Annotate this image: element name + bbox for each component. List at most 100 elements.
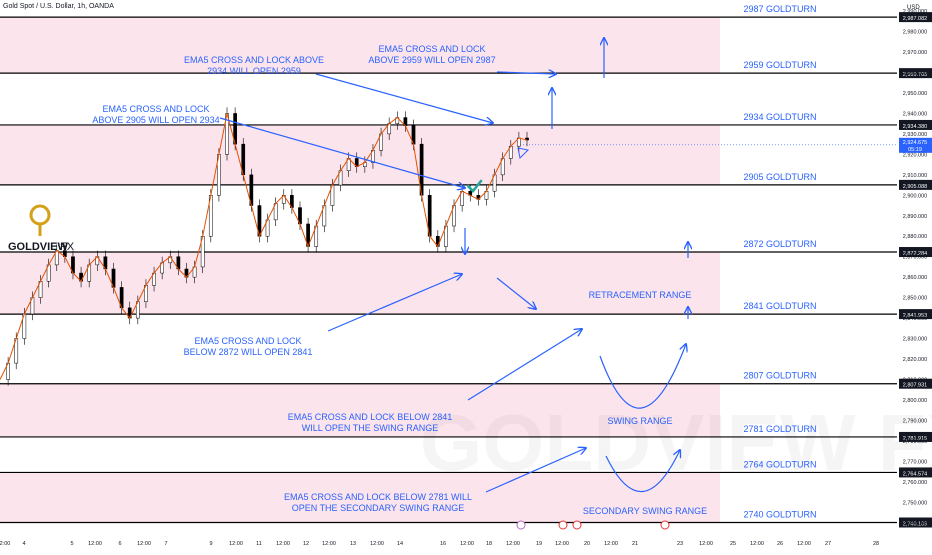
price-axis-label: 2,790.000 bbox=[903, 418, 927, 424]
level-label-3: 2905 GOLDTURN bbox=[743, 172, 816, 182]
price-axis-label: 2,890.000 bbox=[903, 214, 927, 220]
time-axis-label: 19 bbox=[536, 541, 542, 547]
zone-band-0 bbox=[0, 17, 720, 74]
price-tag-3: 2,905.088 bbox=[903, 184, 927, 190]
time-axis-label: 4 bbox=[22, 541, 25, 547]
price-tag-1: 2,959.705 bbox=[903, 72, 927, 78]
arrow-a5 bbox=[467, 329, 582, 401]
arrow-a3 bbox=[219, 117, 465, 188]
arrow-a2 bbox=[315, 73, 493, 123]
arrow-a4 bbox=[327, 274, 462, 332]
time-axis-label: 12:00 bbox=[460, 541, 474, 547]
event-marker-1 bbox=[558, 520, 568, 530]
time-axis-label: 12 bbox=[303, 541, 309, 547]
ema-series-line bbox=[0, 113, 528, 380]
annotation-a5: WILL OPEN THE SWING RANGE bbox=[302, 423, 439, 433]
secondary-swing-curve bbox=[605, 450, 680, 493]
time-axis-label: 9 bbox=[209, 541, 212, 547]
zone-band-1 bbox=[0, 124, 720, 185]
annotation-a6: OPEN THE SECONDARY SWING RANGE bbox=[292, 503, 465, 513]
time-axis-label: 21 bbox=[632, 541, 638, 547]
time-axis-label: 12:00 bbox=[322, 541, 336, 547]
annotation-a2: 2934 WILL OPEN 2959 bbox=[207, 66, 301, 76]
time-axis-label: 12:00 bbox=[555, 541, 569, 547]
currency-label: USD bbox=[907, 5, 920, 11]
annotation-r2: SWING RANGE bbox=[607, 416, 672, 426]
price-axis-label: 2,920.000 bbox=[903, 152, 927, 158]
watermark-text: GOLDVIEW FX bbox=[420, 398, 932, 487]
price-axis-label: 2,930.000 bbox=[903, 132, 927, 138]
arrow-a6 bbox=[485, 448, 586, 493]
price-tag-9: 2,740.109 bbox=[903, 521, 927, 527]
current-price-bg bbox=[899, 137, 932, 153]
price-axis-label: 2,880.000 bbox=[903, 234, 927, 240]
time-axis-label: 27 bbox=[825, 541, 831, 547]
time-axis-label: 5 bbox=[70, 541, 73, 547]
price-axis-label: 2,850.000 bbox=[903, 296, 927, 302]
event-marker-2 bbox=[572, 520, 582, 530]
price-axis-label: 2,960.000 bbox=[903, 71, 927, 77]
price-tag-bg-8 bbox=[899, 467, 932, 478]
price-axis-label: 2,840.000 bbox=[903, 316, 927, 322]
price-axis-label: 2,810.000 bbox=[903, 377, 927, 383]
goldview-logo-icon bbox=[29, 204, 51, 226]
arrow-a1 bbox=[496, 72, 556, 74]
price-axis-label: 2,950.000 bbox=[903, 91, 927, 97]
price-tag-bg-7 bbox=[899, 431, 932, 442]
time-axis-label: 12:00 bbox=[506, 541, 520, 547]
price-axis-label: 2,760.000 bbox=[903, 480, 927, 486]
price-tag-5: 2,841.953 bbox=[903, 313, 927, 319]
time-axis-label: 12:00 bbox=[797, 541, 811, 547]
zone-band-3 bbox=[0, 383, 720, 437]
checkmark-icon bbox=[466, 179, 483, 193]
price-axis-label: 2,830.000 bbox=[903, 337, 927, 343]
time-axis-label: 12:00 bbox=[699, 541, 713, 547]
price-tag-2: 2,934.380 bbox=[903, 124, 927, 130]
price-tag-bg-1 bbox=[899, 68, 932, 79]
price-axis-label: 2,800.000 bbox=[903, 398, 927, 404]
annotation-r1: RETRACEMENT RANGE bbox=[589, 290, 692, 300]
annotation-a6: EMA5 CROSS AND LOCK BELOW 2781 WILL bbox=[284, 492, 472, 502]
time-axis-label: 14 bbox=[397, 541, 403, 547]
level-label-5: 2841 GOLDTURN bbox=[743, 301, 816, 311]
price-tag-0: 2,987.082 bbox=[903, 16, 927, 22]
time-axis-label: 12:00 bbox=[229, 541, 243, 547]
price-axis-label: 2,820.000 bbox=[903, 357, 927, 363]
price-tag-6: 2,807.931 bbox=[903, 383, 927, 389]
zone-band-2 bbox=[0, 252, 720, 315]
annotation-a1: EMA5 CROSS AND LOCK bbox=[378, 44, 485, 54]
level-label-4: 2872 GOLDTURN bbox=[743, 239, 816, 249]
level-label-7: 2781 GOLDTURN bbox=[743, 424, 816, 434]
time-axis-label: 25 bbox=[730, 541, 736, 547]
time-axis-label: 12:00 bbox=[88, 541, 102, 547]
time-axis-label: 12:00 bbox=[604, 541, 618, 547]
annotation-a3: EMA5 CROSS AND LOCK bbox=[102, 104, 209, 114]
time-axis-label: 12:00 bbox=[750, 541, 764, 547]
level-label-8: 2764 GOLDTURN bbox=[743, 459, 816, 469]
price-tag-bg-3 bbox=[899, 179, 932, 190]
event-marker-0 bbox=[516, 520, 526, 530]
annotation-a3: ABOVE 2905 WILL OPEN 2934 bbox=[92, 115, 219, 125]
time-axis-label: 12:00 bbox=[137, 541, 151, 547]
price-tag-bg-2 bbox=[899, 119, 932, 130]
time-axis-label: 23 bbox=[677, 541, 683, 547]
time-axis-label: 11 bbox=[256, 541, 262, 547]
logo-suffix: FX bbox=[60, 241, 75, 253]
current-price-label: 2,924.675 bbox=[903, 140, 927, 146]
price-axis-label: 2,970.000 bbox=[903, 50, 927, 56]
annotation-a4: BELOW 2872 WILL OPEN 2841 bbox=[184, 347, 313, 357]
price-tag-bg-0 bbox=[899, 12, 932, 23]
price-axis-label: 2,860.000 bbox=[903, 275, 927, 281]
price-axis-label: 2,870.000 bbox=[903, 255, 927, 261]
annotation-a4: EMA5 CROSS AND LOCK bbox=[194, 336, 301, 346]
time-axis-label: 7 bbox=[164, 541, 167, 547]
price-tag-bg-5 bbox=[899, 309, 932, 320]
price-triangle-marker bbox=[517, 147, 530, 160]
time-axis-label: 2:00 bbox=[0, 541, 10, 547]
time-axis-label: 26 bbox=[777, 541, 783, 547]
price-tag-4: 2,872.284 bbox=[903, 251, 927, 257]
price-axis-label: 2,780.000 bbox=[903, 439, 927, 445]
price-axis-label: 2,770.000 bbox=[903, 459, 927, 465]
